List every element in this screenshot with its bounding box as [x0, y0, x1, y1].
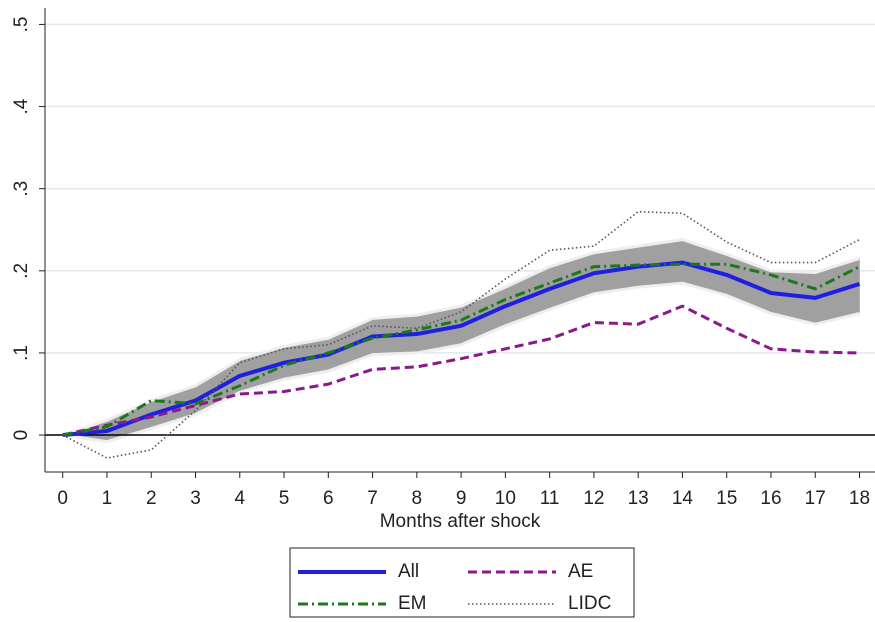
x-axis-label: Months after shock	[380, 511, 541, 532]
x-tick-label: 18	[849, 488, 870, 509]
x-tick-label: 2	[146, 488, 157, 509]
x-tick-label: 10	[495, 488, 516, 509]
x-tick-label: 6	[323, 488, 334, 509]
legend-label: AE	[568, 561, 593, 582]
band-edge	[62, 281, 860, 444]
x-tick-label: 14	[672, 488, 694, 509]
x-tick-label: 11	[540, 488, 560, 509]
series-line	[62, 304, 860, 437]
x-tick-label: 5	[279, 488, 290, 509]
x-tick-label: 9	[456, 488, 467, 509]
x-tick-label: 17	[805, 488, 826, 509]
legend-label: All	[398, 561, 419, 582]
x-tick-label: 15	[716, 488, 737, 509]
y-tick-label: .2	[11, 263, 32, 279]
x-tick-label: 1	[102, 488, 113, 509]
series-line	[62, 262, 861, 437]
x-tick-label: 12	[583, 488, 604, 509]
y-tick-label: .3	[11, 181, 32, 197]
x-tick-label: 4	[234, 488, 245, 509]
y-tick-label: .4	[11, 98, 32, 114]
x-tick-label: 3	[190, 488, 201, 509]
legend-label: EM	[398, 593, 427, 614]
x-tick-label: 8	[412, 488, 423, 509]
x-tick-label: 0	[57, 488, 68, 509]
series-line	[62, 260, 861, 438]
x-tick-label: 13	[628, 488, 649, 509]
legend-label: LIDC	[568, 593, 611, 614]
band-edge	[62, 238, 860, 437]
x-tick-label: 16	[760, 488, 781, 509]
x-tick-label: 7	[367, 488, 378, 509]
y-tick-label: 0	[11, 430, 32, 441]
y-tick-label: .1	[11, 345, 32, 361]
y-tick-label: .5	[11, 16, 32, 32]
